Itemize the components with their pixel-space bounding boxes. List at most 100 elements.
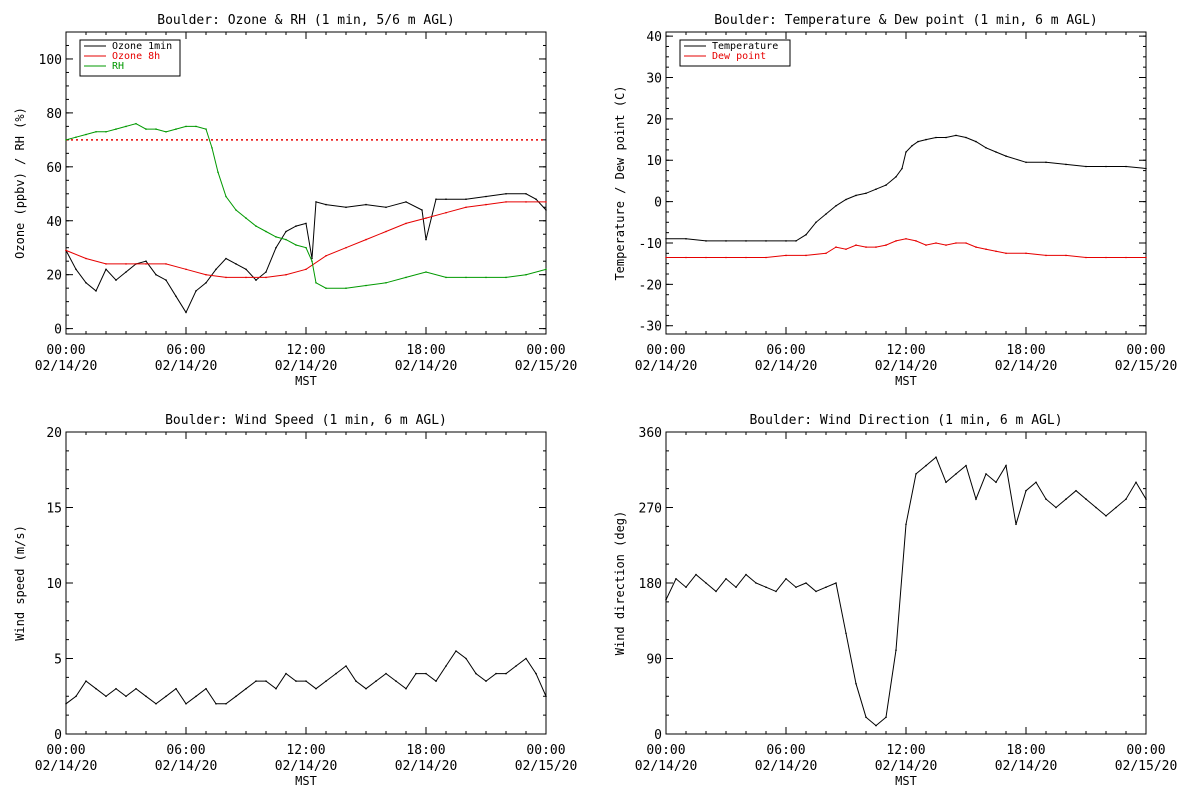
- data-point: [985, 473, 987, 475]
- data-point: [175, 295, 177, 298]
- data-point: [725, 578, 727, 580]
- y-tick-label: 90: [646, 653, 662, 668]
- data-point: [225, 703, 227, 705]
- data-point: [685, 256, 687, 259]
- data-point: [875, 246, 877, 248]
- data-point: [305, 680, 307, 682]
- data-point: [455, 650, 457, 652]
- data-point: [225, 195, 227, 198]
- data-point: [125, 695, 127, 698]
- data-point: [525, 657, 527, 660]
- data-point: [245, 268, 247, 271]
- data-point: [465, 206, 467, 209]
- data-point: [765, 256, 767, 259]
- data-point: [365, 687, 367, 690]
- data-point: [815, 590, 817, 593]
- data-point: [1135, 481, 1137, 484]
- legend-label: Ozone 1min: [112, 41, 172, 52]
- data-point: [211, 147, 213, 149]
- chart-title: Boulder: Wind Direction (1 min, 6 m AGL): [749, 413, 1062, 428]
- data-point: [705, 256, 707, 259]
- data-point: [735, 586, 737, 588]
- x-tick-label-date: 02/15/20: [1115, 359, 1178, 374]
- x-tick-label-time: 00:00: [1126, 743, 1165, 758]
- data-point: [195, 290, 197, 292]
- x-tick-label-date: 02/14/20: [275, 359, 338, 374]
- data-point: [995, 151, 997, 153]
- data-point: [885, 184, 887, 186]
- data-point: [155, 128, 157, 130]
- data-point: [1125, 256, 1127, 259]
- data-point: [1065, 498, 1067, 500]
- data-point: [965, 136, 967, 139]
- data-point: [705, 240, 707, 242]
- data-point: [865, 716, 867, 718]
- data-point: [855, 682, 857, 685]
- data-point: [985, 248, 987, 250]
- data-point: [825, 213, 827, 215]
- data-point: [255, 225, 257, 227]
- data-point: [895, 649, 897, 651]
- chart-panel-4: Boulder: Wind Direction (1 min, 6 m AGL)…: [613, 413, 1177, 788]
- data-point: [915, 240, 917, 242]
- data-point: [235, 263, 237, 265]
- data-point: [745, 573, 747, 576]
- y-tick-label: 180: [639, 577, 662, 592]
- data-point: [1065, 163, 1067, 166]
- y-tick-label: -20: [639, 278, 662, 293]
- data-point: [425, 271, 427, 273]
- data-point: [145, 695, 147, 698]
- data-point: [485, 276, 487, 279]
- data-point: [275, 687, 277, 690]
- data-point: [345, 287, 347, 290]
- data-point: [365, 238, 367, 241]
- x-tick-label-date: 02/14/20: [395, 359, 458, 374]
- data-point: [1045, 254, 1047, 257]
- data-point: [75, 695, 77, 698]
- data-point: [925, 464, 927, 467]
- x-tick-label-date: 02/14/20: [635, 359, 698, 374]
- data-point: [1105, 165, 1107, 168]
- data-point: [435, 680, 437, 682]
- y-tick-label: -10: [639, 237, 662, 252]
- data-point: [315, 687, 317, 690]
- data-point: [805, 582, 807, 584]
- data-point: [405, 201, 407, 203]
- data-point: [805, 233, 807, 236]
- y-tick-label: 30: [646, 72, 662, 87]
- data-point: [125, 125, 127, 128]
- data-point: [445, 198, 447, 200]
- data-point: [95, 131, 97, 133]
- y-tick-label: 0: [654, 728, 662, 743]
- data-point: [305, 268, 307, 271]
- data-point: [115, 279, 117, 281]
- data-point: [905, 523, 907, 526]
- data-point: [475, 672, 477, 675]
- data-point: [355, 680, 357, 682]
- data-point: [145, 263, 147, 265]
- data-point: [905, 151, 907, 153]
- data-point: [955, 242, 957, 244]
- x-tick-label-time: 18:00: [406, 343, 445, 358]
- data-point: [545, 695, 547, 698]
- y-tick-label: 0: [654, 196, 662, 211]
- data-point: [705, 582, 707, 584]
- data-point: [65, 139, 67, 141]
- data-point: [535, 198, 537, 200]
- data-point: [765, 586, 767, 588]
- data-point: [945, 244, 947, 246]
- data-point: [311, 257, 313, 260]
- data-point: [845, 198, 847, 201]
- chart-panel-1: Boulder: Ozone & RH (1 min, 5/6 m AGL)02…: [13, 13, 577, 388]
- x-tick-label-time: 06:00: [166, 343, 205, 358]
- y-tick-label: 5: [54, 653, 62, 668]
- data-point: [865, 192, 867, 195]
- data-point: [525, 193, 527, 195]
- data-point: [725, 256, 727, 259]
- data-point: [505, 201, 507, 203]
- data-point: [205, 282, 207, 284]
- y-tick-label: 20: [46, 269, 62, 284]
- data-point: [855, 194, 857, 197]
- data-point: [255, 680, 257, 682]
